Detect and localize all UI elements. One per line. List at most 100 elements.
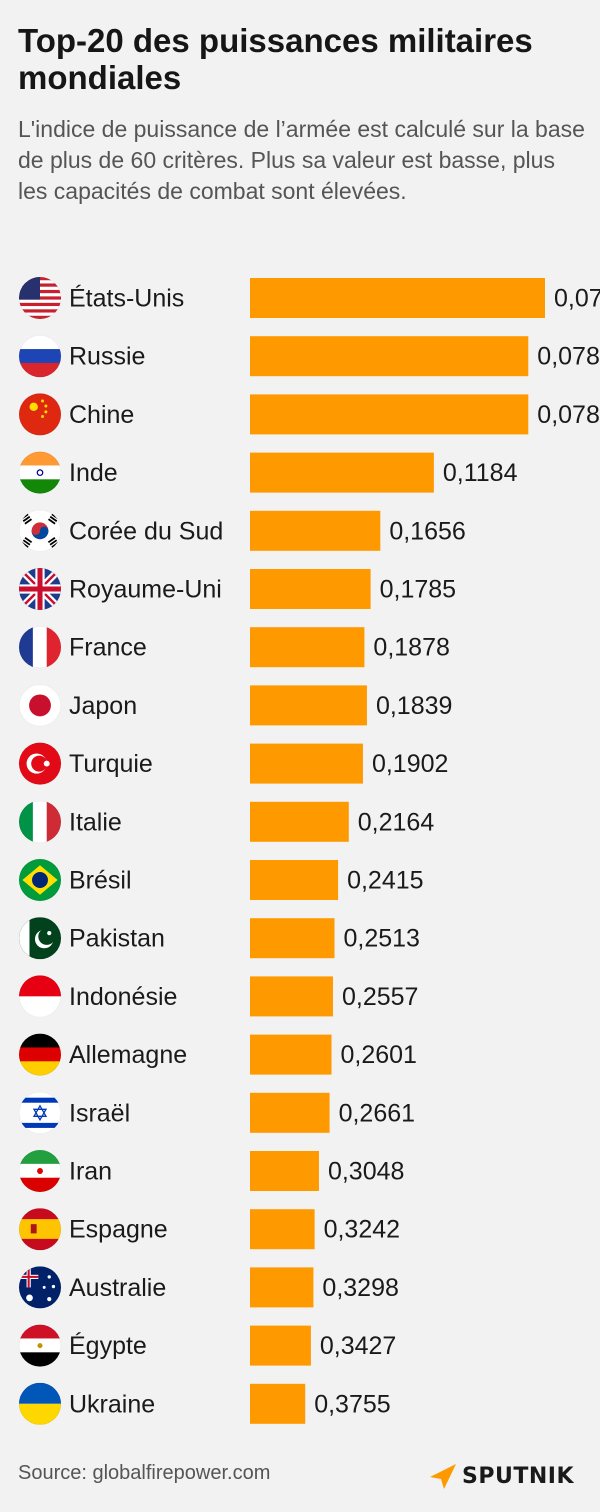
value-label: 0,0744: [554, 285, 600, 313]
chart-row: Royaume-Uni 0,1785: [18, 567, 456, 610]
country-label: Corée du Sud: [69, 517, 223, 545]
value-label: 0,2661: [339, 1099, 415, 1127]
germany-flag-icon: [18, 1033, 62, 1076]
pakistan-flag-icon: [18, 917, 62, 960]
indonesia-flag-icon: [18, 975, 62, 1018]
source-note: Source: globalfirepower.com: [18, 1462, 271, 1484]
country-label: Pakistan: [69, 925, 165, 953]
page-subtitle: L'indice de puissance de l’armée est cal…: [18, 116, 585, 204]
bar: [250, 801, 349, 842]
india-flag-icon: [18, 451, 62, 494]
value-label: 0,2415: [347, 867, 423, 895]
chart-row: Iran 0,3048: [18, 1149, 404, 1192]
chart-row: Allemagne 0,2601: [18, 1033, 417, 1076]
country-label: Australie: [69, 1274, 166, 1302]
chart-row: Australie 0,3298: [18, 1266, 399, 1309]
value-label: 0,2557: [342, 983, 418, 1011]
sputnik-logo: SPUTNIK: [428, 1458, 574, 1494]
chart-row: Ukraine 0,3755: [18, 1382, 391, 1425]
chart-row: France 0,1878: [18, 626, 450, 669]
egypt-flag-icon: [18, 1324, 62, 1367]
value-label: 0,0788: [537, 401, 600, 429]
value-label: 0,1656: [389, 517, 465, 545]
bar: [250, 1325, 311, 1366]
bar: [250, 918, 335, 959]
south-korea-flag-icon: [18, 509, 62, 552]
country-label: Iran: [69, 1158, 112, 1186]
chart-row: Corée du Sud 0,1656: [18, 509, 466, 552]
japan-flag-icon: [18, 684, 62, 727]
value-label: 0,2601: [341, 1041, 417, 1069]
brazil-flag-icon: [18, 858, 62, 901]
bar: [250, 336, 529, 377]
country-label: Turquie: [69, 750, 153, 778]
chart-row: Russie 0,0788: [18, 335, 600, 378]
value-label: 0,3427: [320, 1332, 396, 1360]
chart-row: Espagne 0,3242: [18, 1208, 400, 1251]
country-label: Ukraine: [69, 1390, 155, 1418]
bar: [250, 1267, 314, 1308]
page-title: Top-20 des puissances militaires mondial…: [18, 22, 533, 96]
country-label: Espagne: [69, 1216, 168, 1244]
chart-row: Indonésie 0,2557: [18, 975, 418, 1018]
bar: [250, 685, 367, 726]
value-label: 0,1785: [380, 576, 456, 604]
country-label: Brésil: [69, 867, 132, 895]
bar: [250, 569, 371, 609]
spain-flag-icon: [18, 1208, 62, 1251]
chart-row: Pakistan 0,2513: [18, 917, 420, 960]
italy-flag-icon: [18, 800, 62, 843]
value-label: 0,0788: [537, 343, 600, 371]
ukraine-flag-icon: [18, 1382, 62, 1425]
bar: [250, 278, 546, 318]
value-label: 0,3298: [322, 1274, 398, 1302]
australia-flag-icon: [18, 1266, 62, 1309]
value-label: 0,1902: [372, 750, 448, 778]
value-label: 0,1184: [443, 459, 518, 487]
bar: [250, 1383, 306, 1424]
country-label: Royaume-Uni: [69, 576, 222, 604]
sputnik-logo-icon: [430, 1464, 456, 1489]
us-flag-icon: [18, 276, 62, 320]
iran-flag-icon: [18, 1149, 62, 1192]
chart-row: Chine 0,0788: [18, 393, 600, 436]
bar: [250, 1092, 330, 1133]
chart-row: Israël 0,2661: [18, 1091, 415, 1134]
value-label: 0,3242: [324, 1216, 400, 1244]
france-flag-icon: [18, 626, 62, 669]
bar: [250, 860, 339, 900]
chart-row: États-Unis 0,0744: [18, 276, 600, 320]
chart-row: Italie 0,2164: [18, 800, 435, 843]
bar: [250, 452, 434, 493]
country-label: Japon: [69, 692, 137, 720]
chart-row: Brésil 0,2415: [18, 858, 424, 901]
bar: [250, 976, 333, 1017]
bar: [250, 1151, 319, 1191]
country-label: Italie: [69, 808, 122, 836]
chart-row: Inde 0,1184: [18, 451, 518, 494]
country-label: Indonésie: [69, 983, 177, 1011]
uk-flag-icon: [18, 567, 62, 610]
country-label: Inde: [69, 459, 118, 487]
russia-flag-icon: [18, 335, 62, 378]
israel-flag-icon: [18, 1091, 62, 1134]
chart-row: Turquie 0,1902: [18, 742, 448, 785]
country-label: Russie: [69, 343, 145, 371]
turkey-flag-icon: [18, 742, 62, 785]
chart-row: Égypte 0,3427: [18, 1324, 396, 1367]
value-label: 0,3048: [328, 1158, 404, 1186]
value-label: 0,2164: [358, 808, 435, 836]
bar-chart: États-Unis 0,0744 Russie 0,0788 Chine 0,0788 I…: [18, 276, 600, 1425]
country-label: Égypte: [69, 1331, 147, 1360]
china-flag-icon: [18, 393, 62, 436]
country-label: France: [69, 634, 147, 662]
value-label: 0,1878: [373, 634, 449, 662]
country-label: Allemagne: [69, 1041, 187, 1069]
bar: [250, 1209, 315, 1250]
value-label: 0,2513: [343, 925, 419, 953]
value-label: 0,3755: [314, 1390, 390, 1418]
bar: [250, 394, 529, 435]
value-label: 0,1839: [376, 692, 452, 720]
bar: [250, 1034, 332, 1075]
country-label: États-Unis: [69, 284, 184, 313]
